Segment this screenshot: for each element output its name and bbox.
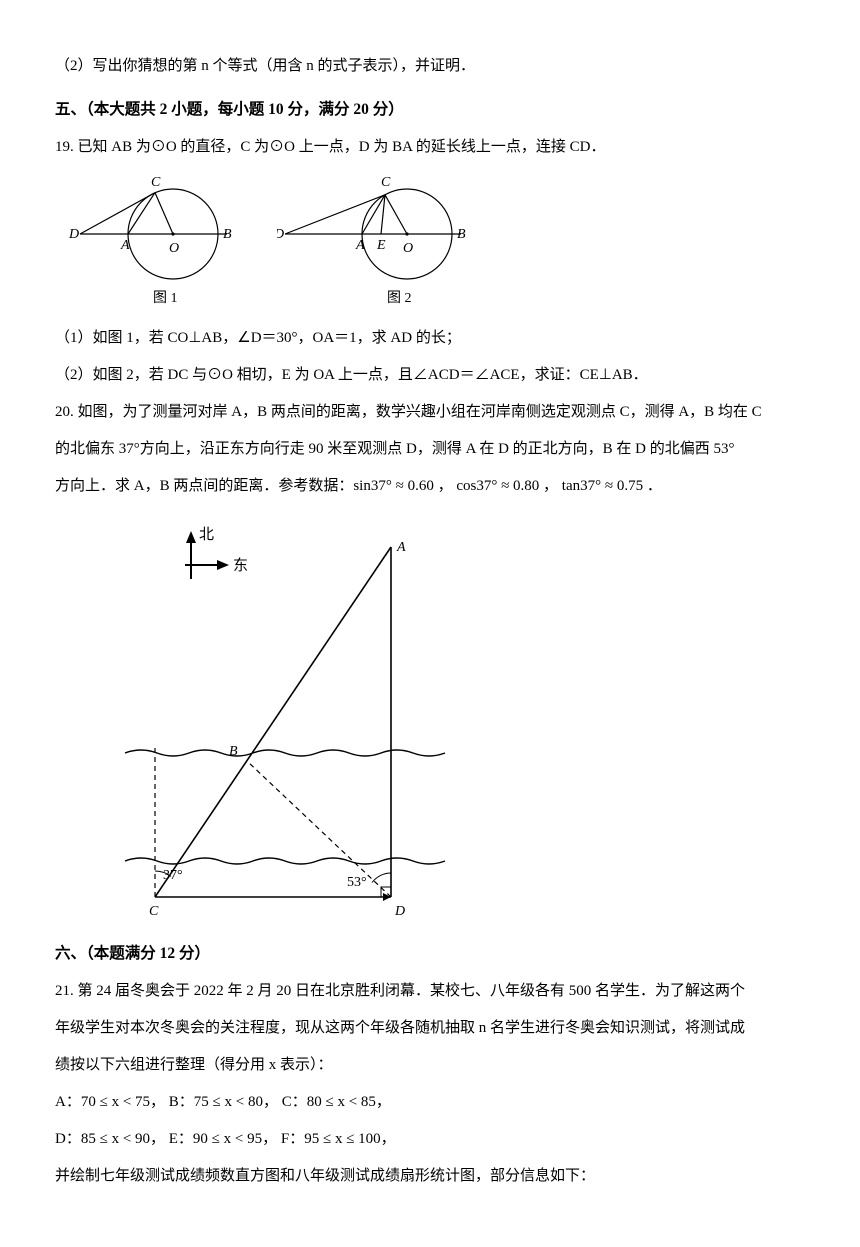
svg-text:北: 北 [199,526,214,543]
q18-part2: （2）写出你猜想的第 n 个等式（用含 n 的式子表示），并证明． [55,50,805,83]
q21-line3: 绩按以下六组进行整理（得分用 x 表示）： [55,1049,805,1082]
q19-part1: （1）如图 1，若 CO⊥AB，∠D＝30°，OA＝1，求 AD 的长； [55,322,805,355]
svg-text:37°: 37° [163,868,183,883]
svg-text:C: C [151,175,161,190]
svg-text:O: O [403,241,413,256]
svg-text:图 2: 图 2 [387,291,412,306]
q19-part2: （2）如图 2，若 DC 与⊙O 相切，E 为 OA 上一点，且∠ACD＝∠AC… [55,359,805,392]
svg-text:C: C [149,904,159,919]
figure-1: O A B C D 图 1 [63,174,253,314]
q21-groups2: D：85 ≤ x < 90， E：90 ≤ x < 95， F：95 ≤ x ≤… [55,1123,805,1156]
svg-text:D: D [68,227,79,242]
section-6-header: 六、（本题满分 12 分） [55,937,805,971]
figure-20: 北东 C D A B 37° 53° [115,517,455,927]
svg-text:D: D [394,904,405,919]
svg-text:A: A [120,238,130,253]
svg-text:E: E [376,238,386,253]
svg-text:D: D [277,227,284,242]
svg-text:B: B [229,744,238,759]
svg-text:A: A [396,540,406,555]
svg-text:C: C [381,175,391,190]
svg-text:O: O [169,241,179,256]
q20-line3: 方向上．求 A，B 两点间的距离．参考数据：sin37° ≈ 0.60 ， co… [55,470,805,503]
q21-groups1: A：70 ≤ x < 75， B：75 ≤ x < 80， C：80 ≤ x <… [55,1086,805,1119]
q21-line2: 年级学生对本次冬奥会的关注程度，现从这两个年级各随机抽取 n 名学生进行冬奥会知… [55,1012,805,1045]
q20-line2: 的北偏东 37°方向上，沿正东方向行走 90 米至观测点 D，测得 A 在 D … [55,433,805,466]
q19-figures: O A B C D 图 1 O A B C D E 图 2 [63,174,805,314]
q19-stem: 19. 已知 AB 为⊙O 的直径，C 为⊙O 上一点，D 为 BA 的延长线上… [55,131,805,164]
svg-text:B: B [457,227,466,242]
svg-text:53°: 53° [347,875,367,890]
q21-line4: 并绘制七年级测试成绩频数直方图和八年级测试成绩扇形统计图，部分信息如下： [55,1160,805,1193]
q20-line1: 20. 如图，为了测量河对岸 A，B 两点间的距离，数学兴趣小组在河岸南侧选定观… [55,396,805,429]
svg-text:东: 东 [233,557,248,574]
svg-text:B: B [223,227,232,242]
figure-2: O A B C D E 图 2 [277,174,477,314]
q21-line1: 21. 第 24 届冬奥会于 2022 年 2 月 20 日在北京胜利闭幕．某校… [55,975,805,1008]
section-5-header: 五、（本大题共 2 小题，每小题 10 分，满分 20 分） [55,93,805,127]
q20-figure-wrap: 北东 C D A B 37° 53° [115,517,805,927]
svg-text:图 1: 图 1 [153,291,178,306]
svg-text:A: A [355,238,365,253]
